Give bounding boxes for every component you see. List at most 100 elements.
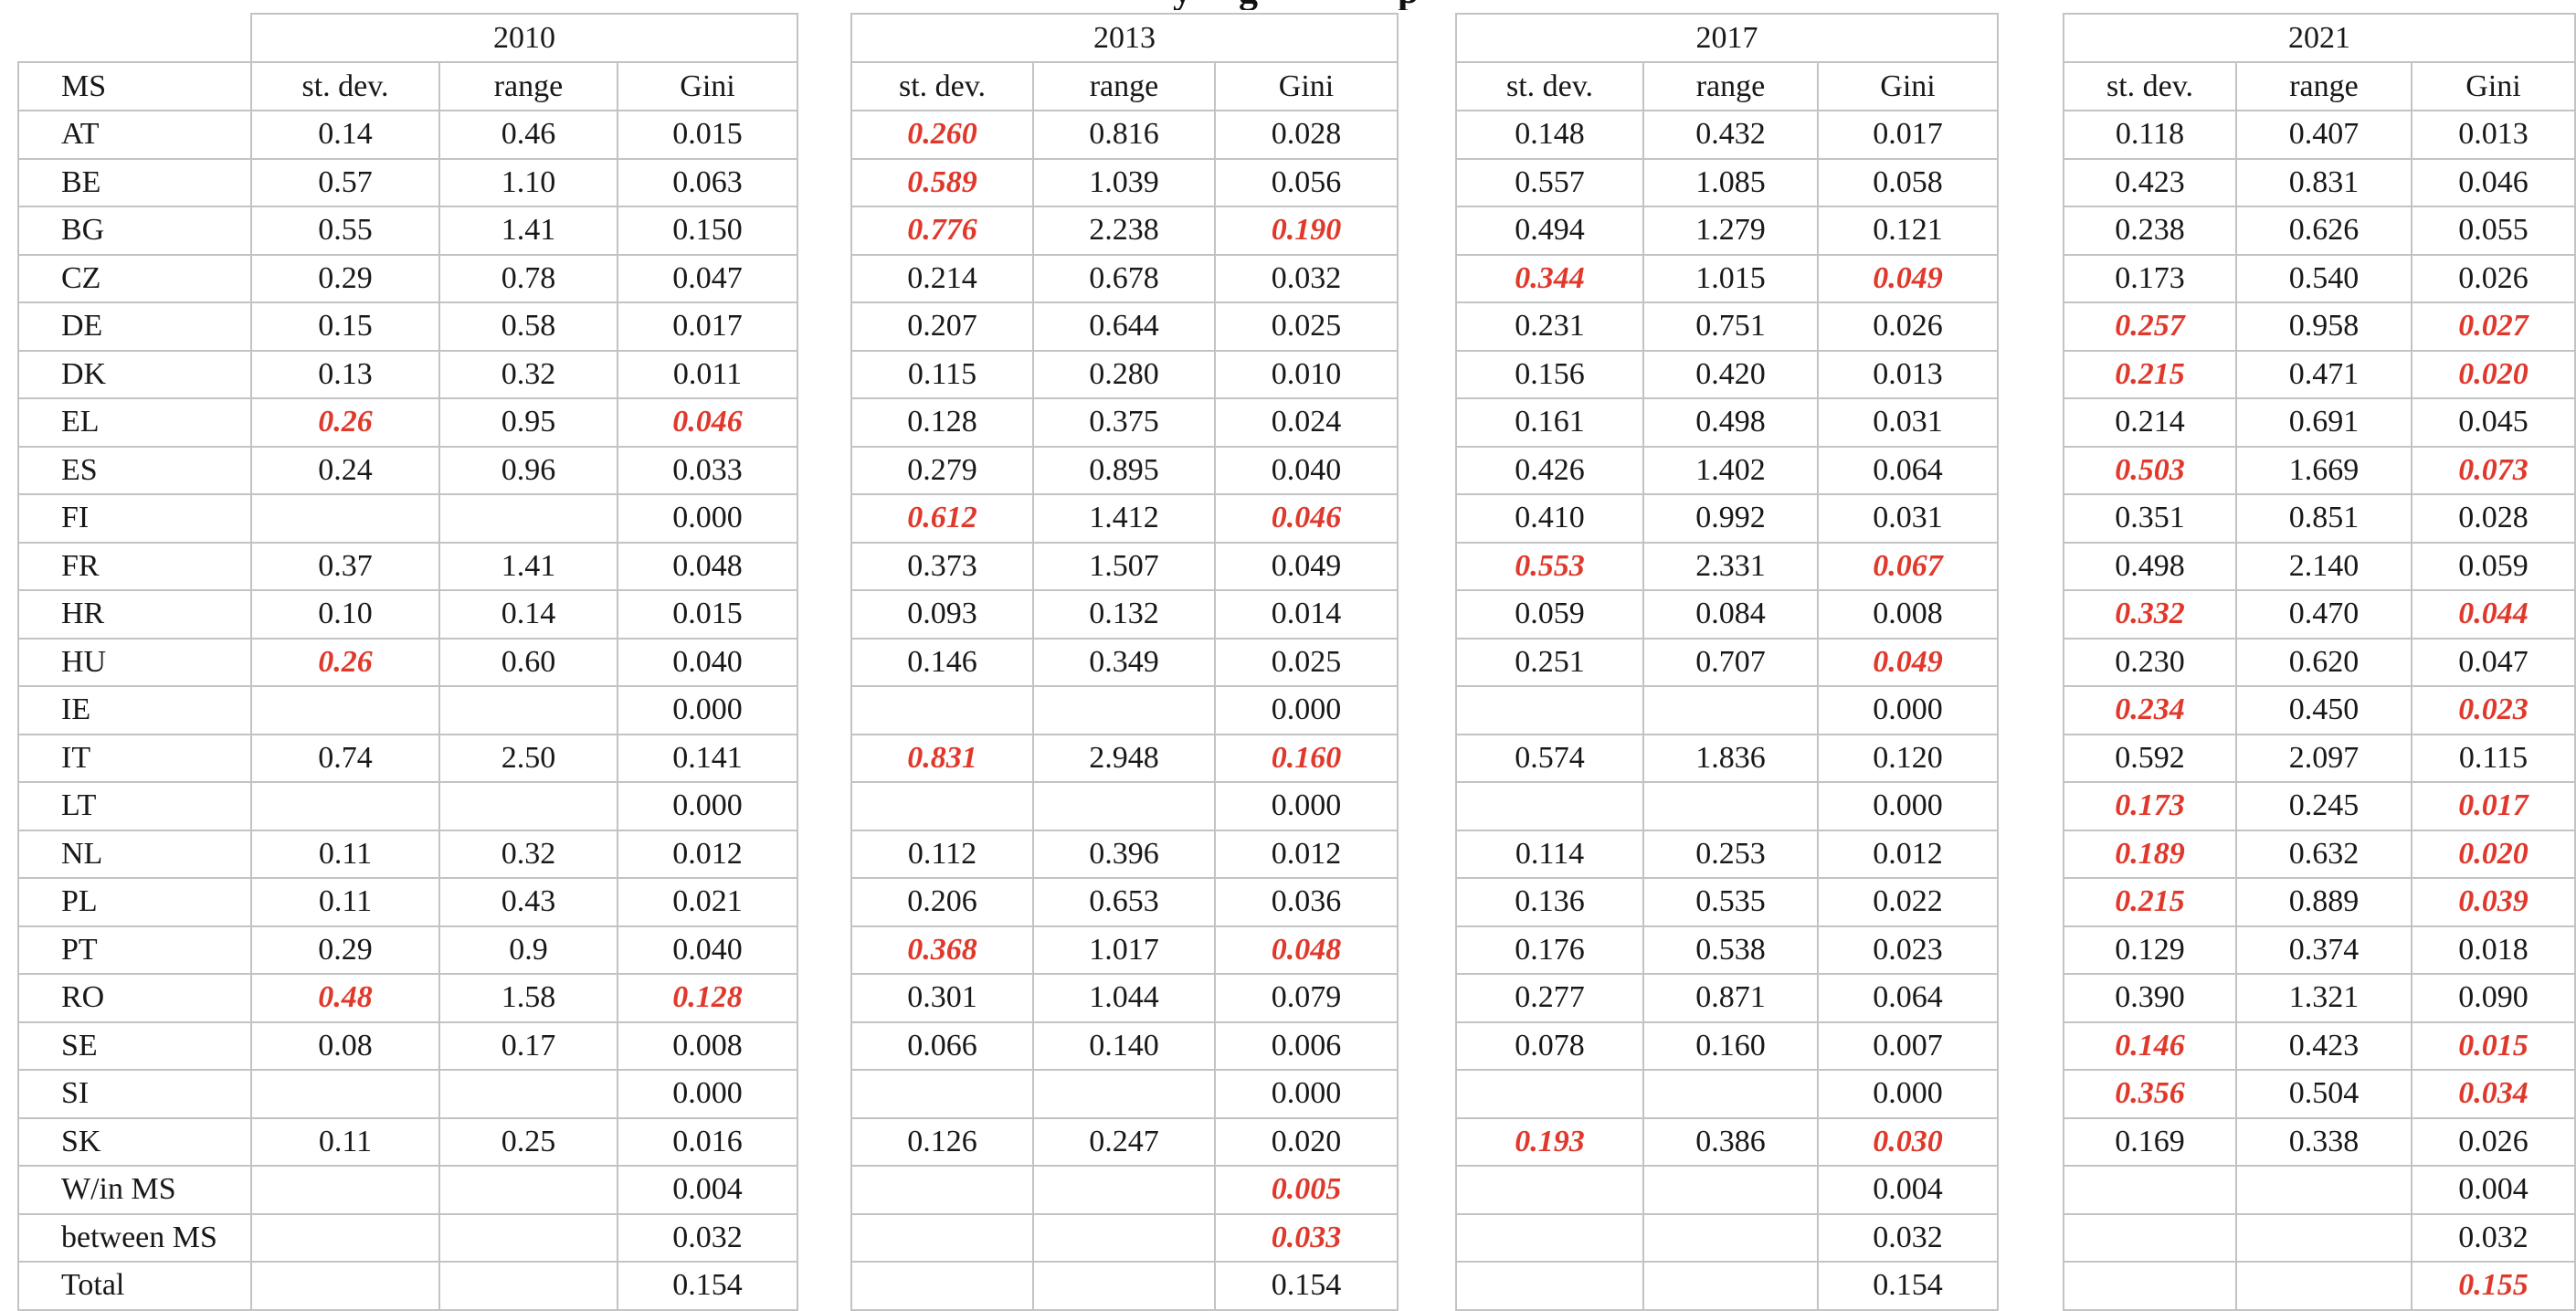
data-cell — [1032, 1261, 1216, 1311]
data-cell — [438, 1261, 618, 1311]
data-cell: 1.039 — [1032, 157, 1216, 207]
table-row: NL 0.11 0.32 0.012 — [17, 829, 798, 879]
data-cell-highlighted: 0.503 — [2063, 445, 2237, 495]
data-cell: 0.471 — [2235, 349, 2412, 399]
table-row: 0.206 0.653 0.036 — [850, 877, 1399, 927]
table-row: 0.351 0.851 0.028 — [2063, 493, 2576, 544]
data-cell-highlighted: 0.020 — [2411, 829, 2576, 879]
row-label: PT — [17, 925, 252, 975]
data-cell: 0.58 — [438, 301, 618, 352]
table-row: W/in MS 0.004 — [17, 1165, 798, 1215]
data-cell: 0.112 — [850, 829, 1034, 879]
row-label: BE — [17, 157, 252, 207]
table-row: 0.189 0.632 0.020 — [2063, 829, 2576, 879]
data-cell: 0.74 — [250, 733, 440, 783]
data-cell-highlighted: 0.831 — [850, 733, 1034, 783]
data-cell-highlighted: 0.067 — [1817, 541, 1999, 591]
data-cell: 0.253 — [1642, 829, 1819, 879]
table-row: 0.426 1.402 0.064 — [1455, 445, 1999, 495]
data-cell: 0.004 — [617, 1165, 798, 1215]
data-cell: 0.118 — [2063, 110, 2237, 160]
data-cell: 0.000 — [1214, 1069, 1399, 1119]
table-row: 0.032 — [2063, 1212, 2576, 1263]
data-cell: 0.410 — [1455, 493, 1644, 544]
data-cell: 0.031 — [1817, 493, 1999, 544]
data-cell: 0.026 — [2411, 253, 2576, 303]
table-row: BE 0.57 1.10 0.063 — [17, 157, 798, 207]
table-row: 0.231 0.751 0.026 — [1455, 301, 1999, 352]
table-row: 0.193 0.386 0.030 — [1455, 1116, 1999, 1167]
data-cell: 0.017 — [1817, 110, 1999, 160]
data-cell: 0.047 — [2411, 637, 2576, 687]
data-cell: 0.021 — [617, 877, 798, 927]
data-cell — [1032, 685, 1216, 735]
table-row: 0.146 0.349 0.025 — [850, 637, 1399, 687]
data-cell: 0.025 — [1214, 301, 1399, 352]
data-cell: 0.014 — [1214, 589, 1399, 640]
data-cell-highlighted: 0.589 — [850, 157, 1034, 207]
data-cell: 0.064 — [1817, 445, 1999, 495]
table-row: Total 0.154 — [17, 1261, 798, 1311]
table-row: 0.169 0.338 0.026 — [2063, 1116, 2576, 1167]
data-cell: 0.032 — [2411, 1212, 2576, 1263]
data-cell: 0.432 — [1642, 110, 1819, 160]
data-cell: 0.498 — [2063, 541, 2237, 591]
data-cell: 0.11 — [250, 877, 440, 927]
table-row: ES 0.24 0.96 0.033 — [17, 445, 798, 495]
data-cell: 0.78 — [438, 253, 618, 303]
year-block-grid: 2017 st. dev. range Gini 0.148 0.432 0.017 0.55… — [1455, 13, 1999, 1311]
table-row: 0.146 0.423 0.015 — [2063, 1020, 2576, 1071]
data-cell: 0.15 — [250, 301, 440, 352]
column-header: Gini — [2411, 61, 2576, 111]
table-row: 0.612 1.412 0.046 — [850, 493, 1399, 544]
data-cell-highlighted: 0.023 — [2411, 685, 2576, 735]
data-cell: 0.11 — [250, 1116, 440, 1167]
table-row: 0.410 0.992 0.031 — [1455, 493, 1999, 544]
data-cell: 0.816 — [1032, 110, 1216, 160]
data-cell: 0.040 — [1214, 445, 1399, 495]
data-cell: 0.000 — [617, 781, 798, 831]
data-cell: 0.29 — [250, 925, 440, 975]
data-cell: 0.707 — [1642, 637, 1819, 687]
table-row: 0.251 0.707 0.049 — [1455, 637, 1999, 687]
data-cell: 0.000 — [1817, 685, 1999, 735]
data-cell: 0.000 — [617, 493, 798, 544]
data-cell: 1.412 — [1032, 493, 1216, 544]
data-cell: 0.494 — [1455, 206, 1644, 256]
data-cell-highlighted: 0.344 — [1455, 253, 1644, 303]
data-cell: 0.059 — [1455, 589, 1644, 640]
data-cell — [438, 1069, 618, 1119]
data-cell-highlighted: 0.005 — [1214, 1165, 1399, 1215]
data-cell: 0.238 — [2063, 206, 2237, 256]
data-cell-highlighted: 0.257 — [2063, 301, 2237, 352]
data-cell: 1.58 — [438, 973, 618, 1023]
data-cell: 0.121 — [1817, 206, 1999, 256]
data-cell: 0.32 — [438, 349, 618, 399]
row-label: DK — [17, 349, 252, 399]
data-cell: 0.10 — [250, 589, 440, 640]
data-cell: 0.386 — [1642, 1116, 1819, 1167]
table-row: 0.115 0.280 0.010 — [850, 349, 1399, 399]
data-cell: 0.450 — [2235, 685, 2412, 735]
table-row: 0.553 2.331 0.067 — [1455, 541, 1999, 591]
data-cell: 0.023 — [1817, 925, 1999, 975]
table-row: 0.344 1.015 0.049 — [1455, 253, 1999, 303]
table-row: 0.000 — [1455, 1069, 1999, 1119]
data-cell-highlighted: 0.020 — [2411, 349, 2576, 399]
row-label: NL — [17, 829, 252, 879]
data-cell: 0.148 — [1455, 110, 1644, 160]
data-cell: 2.238 — [1032, 206, 1216, 256]
data-cell: 0.644 — [1032, 301, 1216, 352]
data-cell — [250, 685, 440, 735]
data-cell: 0.14 — [438, 589, 618, 640]
data-cell: 0.169 — [2063, 1116, 2237, 1167]
table-row: CZ 0.29 0.78 0.047 — [17, 253, 798, 303]
table-row: 0.129 0.374 0.018 — [2063, 925, 2576, 975]
table-row: between MS 0.032 — [17, 1212, 798, 1263]
data-cell: 0.036 — [1214, 877, 1399, 927]
year-block-grid: 2013 st. dev. range Gini 0.260 0.816 0.028 0.58… — [850, 13, 1399, 1311]
data-cell: 0.090 — [2411, 973, 2576, 1023]
row-label: EL — [17, 397, 252, 448]
data-cell: 0.015 — [617, 589, 798, 640]
data-cell — [1032, 1069, 1216, 1119]
